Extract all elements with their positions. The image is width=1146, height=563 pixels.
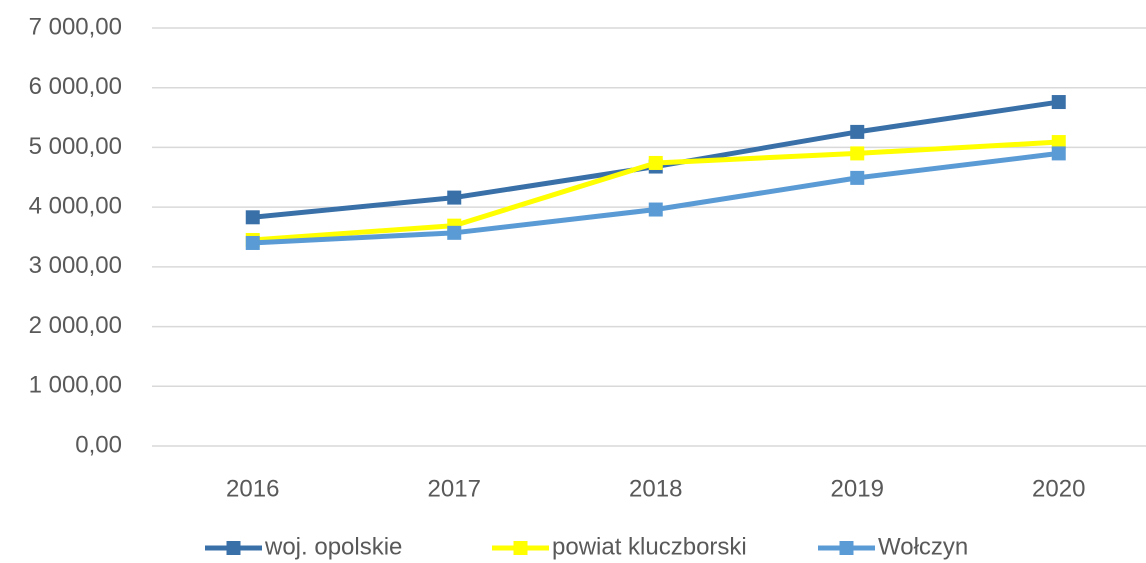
y-tick-label: 7 000,00	[29, 13, 122, 40]
x-tick-label: 2018	[629, 475, 682, 502]
point-marker	[850, 124, 865, 139]
y-tick-label: 6 000,00	[29, 73, 122, 100]
x-tick-label: 2017	[428, 475, 481, 502]
y-tick-label: 4 000,00	[29, 192, 122, 219]
point-marker	[648, 155, 663, 170]
x-tick-label: 2020	[1032, 475, 1085, 502]
point-marker	[1051, 146, 1066, 161]
point-marker	[850, 170, 865, 185]
legend-label: Wołczyn	[878, 533, 968, 560]
x-tick-label: 2016	[226, 475, 279, 502]
legend-label: woj. opolskie	[264, 533, 402, 560]
point-marker	[1051, 135, 1066, 150]
legend-label: powiat kluczborski	[552, 533, 747, 560]
legend-marker	[839, 541, 854, 555]
point-marker	[1051, 95, 1066, 110]
point-marker	[245, 210, 260, 225]
x-tick-label: 2019	[831, 475, 884, 502]
legend-marker	[513, 541, 528, 555]
y-tick-label: 5 000,00	[29, 133, 122, 160]
y-tick-label: 1 000,00	[29, 372, 122, 399]
y-tick-label: 2 000,00	[29, 312, 122, 339]
point-marker	[850, 146, 865, 161]
legend-marker	[226, 541, 241, 555]
y-tick-label: 0,00	[75, 431, 122, 458]
point-marker	[447, 225, 462, 240]
point-marker	[447, 190, 462, 205]
y-tick-label: 3 000,00	[29, 252, 122, 279]
point-marker	[648, 202, 663, 217]
point-marker	[245, 235, 260, 250]
